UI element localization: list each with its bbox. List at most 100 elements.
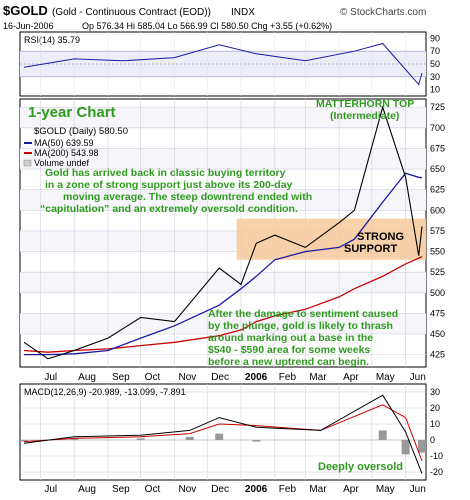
- x-tick-label-bottom: Sep: [112, 484, 130, 495]
- ma50-line: [24, 172, 423, 356]
- macd-histogram-bar: [136, 438, 145, 440]
- x-tick-label-bottom: Apr: [343, 484, 359, 495]
- x-tick-label: Mar: [309, 372, 327, 383]
- x-tick-label: Dec: [211, 372, 229, 383]
- rsi-tick-label: 70: [430, 46, 440, 56]
- svg-text:Gold has arrived back in class: Gold has arrived back in classic buying …: [45, 167, 286, 179]
- rsi-panel: RSI(14) 35.79 90 70 50 30 10: [19, 31, 440, 97]
- price-tick-label: 425: [430, 350, 445, 360]
- legend-gold: $GOLD (Daily) 580.50: [34, 126, 128, 137]
- macd-histogram-bar: [185, 436, 194, 440]
- x-tick-label-bottom: Oct: [145, 484, 161, 495]
- x-tick-label: Nov: [178, 372, 196, 383]
- price-tick-label: 725: [430, 102, 445, 112]
- price-tick-label: 600: [430, 205, 445, 215]
- x-tick-label: Apr: [343, 372, 359, 383]
- support-annotation: STRONG SUPPORT: [344, 231, 404, 255]
- legend-volume: Volume undef: [34, 158, 90, 168]
- x-tick-label: Oct: [145, 372, 161, 383]
- price-tick-label: 650: [430, 164, 445, 174]
- macd-tick-label: 30: [430, 387, 440, 397]
- chart-period-title: 1-year Chart: [28, 104, 116, 121]
- legend-ma50: MA(50) 639.59: [34, 138, 94, 148]
- x-tick-label: 2006: [245, 372, 268, 383]
- source-label: © StockCharts.com: [340, 7, 426, 18]
- price-tick-label: 500: [430, 288, 445, 298]
- price-tick-label: 675: [430, 143, 445, 153]
- svg-text:in a zone of strong support ju: in a zone of strong support just above i…: [45, 179, 293, 191]
- macd-tick-label: 20: [430, 403, 440, 413]
- macd-label: MACD(12,26,9) -20.989, -13.099, -7.891: [24, 387, 186, 397]
- price-legend: $GOLD (Daily) 580.50 MA(50) 639.59 MA(20…: [23, 126, 128, 168]
- macd-histogram-bar: [401, 440, 410, 455]
- rsi-label: RSI(14) 35.79: [24, 35, 80, 45]
- oversold-annotation: Deeply oversold: [318, 461, 403, 473]
- annotation-top: Gold has arrived back in classic buying …: [40, 167, 312, 215]
- price-line: [23, 105, 423, 360]
- macd-line: [23, 394, 423, 474]
- price-tick-label: 700: [430, 123, 445, 133]
- rsi-tick-label: 90: [430, 33, 440, 43]
- x-tick-label-bottom: Mar: [309, 484, 327, 495]
- svg-text:before a new uptrend can begin: before a new uptrend can begin.: [208, 356, 369, 368]
- svg-text:moving average. The steep down: moving average. The steep downtrend ende…: [63, 191, 312, 203]
- svg-text:MATTERHORN TOP: MATTERHORN TOP: [316, 98, 414, 110]
- price-tick-label: 525: [430, 267, 445, 277]
- macd-histogram-bar: [70, 438, 79, 440]
- x-tick-label: Sep: [112, 372, 130, 383]
- symbol-description: (Gold - Continuous Contract (EOD)): [52, 7, 211, 18]
- x-tick-label-bottom: Jul: [44, 484, 57, 495]
- macd-tick-label: -20: [430, 467, 443, 477]
- macd-histogram-bar: [20, 440, 28, 442]
- price-tick-label: 575: [430, 226, 445, 236]
- macd-tick-label: 10: [430, 419, 440, 429]
- support-zone: [236, 218, 426, 260]
- annotation-bottom: After the damage to sentiment caused by …: [208, 308, 398, 368]
- price-tick-label: 475: [430, 308, 445, 318]
- rsi-tick-label: 30: [430, 72, 440, 82]
- matterhorn-annotation: MATTERHORN TOP (Intermediate): [316, 98, 414, 122]
- svg-text:by the plunge, gold is likely: by the plunge, gold is likely to thrash: [208, 320, 393, 332]
- svg-text:around marking out a base in t: around marking out a base in the: [208, 332, 373, 344]
- x-tick-label: Feb: [279, 372, 297, 383]
- macd-histogram-bar: [378, 430, 387, 440]
- price-tick-label: 625: [430, 185, 445, 195]
- macd-histogram-bar: [252, 440, 261, 442]
- macd-signal-line: [23, 404, 423, 462]
- rsi-line: [23, 42, 423, 86]
- ma200-line: [23, 255, 423, 353]
- macd-histogram-bar: [418, 440, 426, 453]
- symbol-title: $GOLD: [3, 3, 48, 18]
- ohlc-label: Op 576.34 Hi 585.04 Lo 566.99 Cl 580.50 …: [82, 21, 332, 31]
- x-tick-label-bottom: 2006: [245, 484, 268, 495]
- price-panel: 725700675650625600575550525500475450425 …: [19, 98, 445, 368]
- x-tick-label: Jul: [44, 372, 57, 383]
- x-tick-label: Aug: [78, 372, 96, 383]
- x-tick-label-bottom: Aug: [78, 484, 96, 495]
- price-tick-label: 550: [430, 247, 445, 257]
- svg-text:After the damage to sentiment: After the damage to sentiment caused: [208, 308, 398, 320]
- rsi-tick-label: 50: [430, 59, 440, 69]
- date-label: 16-Jun-2006: [3, 21, 54, 31]
- price-tick-label: 450: [430, 329, 445, 339]
- x-tick-label-bottom: Dec: [211, 484, 229, 495]
- x-tick-label-bottom: May: [376, 484, 395, 495]
- svg-text:SUPPORT: SUPPORT: [344, 243, 397, 255]
- macd-tick-label: 0: [430, 435, 435, 445]
- x-tick-label: Jun: [410, 372, 426, 383]
- x-tick-label-bottom: Nov: [178, 484, 196, 495]
- svg-text:(Intermediate): (Intermediate): [330, 110, 399, 122]
- svg-text:$540 - $590 area for some week: $540 - $590 area for some weeks: [208, 344, 370, 356]
- x-tick-label: May: [376, 372, 395, 383]
- rsi-tick-label: 10: [430, 85, 440, 95]
- macd-tick-label: -10: [430, 451, 443, 461]
- x-axis-labels: Jul Jul Aug Aug Sep Sep Oct Oct Nov Nov Dec Dec 2006…: [44, 372, 425, 495]
- exchange-label: INDX: [231, 7, 255, 18]
- macd-panel: 30 20 10 0 -10 -20 MACD(12,26,9) -20.989, -13…: [19, 383, 443, 481]
- legend-ma200: MA(200) 543.98: [34, 148, 99, 158]
- svg-text:STRONG: STRONG: [357, 231, 404, 243]
- svg-text:“capitulation” and an extremel: “capitulation” and an extremely oversold…: [40, 203, 298, 215]
- x-tick-label-bottom: Jun: [410, 484, 426, 495]
- macd-histogram-bar: [215, 433, 224, 440]
